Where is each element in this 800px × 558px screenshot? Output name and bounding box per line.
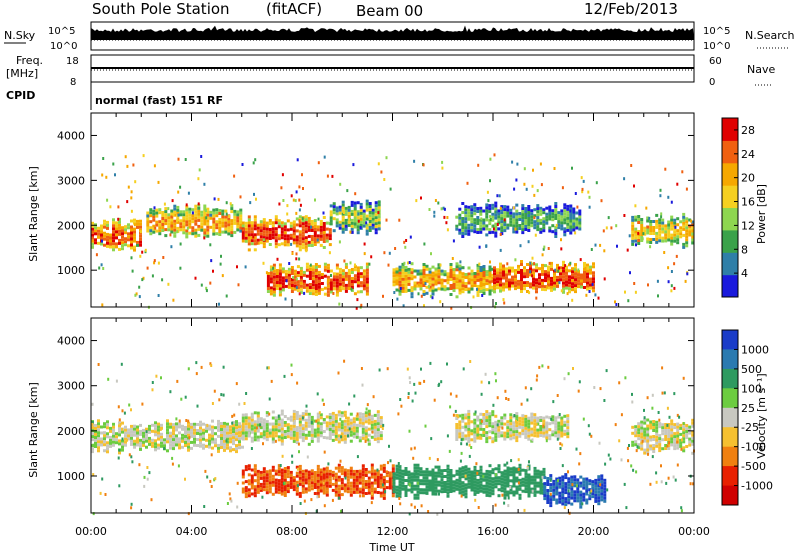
colorbar-tick-label: 4 — [741, 267, 748, 280]
nsearch-label: N.Search — [745, 29, 795, 42]
colorbar-swatch — [722, 275, 738, 298]
colorbar-tick-label: 20 — [741, 172, 755, 185]
data-band — [631, 213, 694, 249]
time-tick-labels: 00:00 04:00 08:00 12:00 16:00 20:00 00:00 — [75, 525, 710, 538]
cpid-value: normal (fast) 151 RF — [95, 94, 223, 107]
colorbar-swatch — [722, 369, 738, 389]
mode-title: (fitACF) — [266, 0, 322, 18]
x-tick-label: 00:00 — [75, 525, 107, 538]
x-tick-label: 04:00 — [176, 525, 208, 538]
y-tick-label: 1000 — [57, 264, 85, 277]
data-band — [242, 410, 383, 446]
y-tick-label: 2000 — [57, 219, 85, 232]
colorbar-swatch — [722, 388, 738, 408]
y-tick-label: 2000 — [57, 425, 85, 438]
nave-low: 0 — [709, 77, 715, 88]
power-colorbar: 4 8 12 16 20 24 28 — [722, 118, 755, 298]
x-axis-label: Time UT — [368, 541, 414, 554]
colorbar-swatch — [722, 208, 738, 231]
freq-unit: [MHz] — [6, 67, 38, 80]
nsky-high: 10^5 — [48, 26, 75, 37]
freq-strip — [91, 55, 694, 82]
velocity-colorbar-label: Velocity [m s⁻¹] — [755, 373, 768, 458]
data-band — [242, 215, 332, 251]
station-title: South Pole Station — [92, 0, 230, 18]
colorbar-swatch — [722, 252, 738, 275]
cpid-label: CPID — [6, 89, 35, 102]
nave-high: 60 — [709, 56, 722, 67]
freq-low: 8 — [70, 77, 76, 88]
y-tick-label: 3000 — [57, 380, 85, 393]
y-tick-label: 4000 — [57, 335, 85, 348]
data-band — [631, 419, 694, 455]
colorbar-tick-label: 16 — [741, 196, 755, 209]
y-tick-label: 1000 — [57, 470, 85, 483]
colorbar-swatch — [722, 447, 738, 467]
nsearch-low: 10^0 — [703, 41, 730, 52]
freq-label: Freq. — [16, 54, 43, 67]
data-band — [267, 263, 369, 297]
x-tick-label: 16:00 — [477, 525, 509, 538]
colorbar-tick-label: 8 — [741, 243, 748, 256]
x-tick-label: 20:00 — [578, 525, 610, 538]
data-band — [393, 464, 546, 500]
data-band — [91, 419, 244, 454]
nsearch-high: 10^5 — [703, 26, 730, 37]
x-tick-label: 00:00 — [678, 525, 710, 538]
power-y-axis-label: Slant Range [km] — [27, 166, 40, 262]
nsky-trace — [91, 26, 694, 41]
data-band — [455, 410, 569, 443]
data-band — [146, 204, 242, 239]
date-title: 12/Feb/2013 — [584, 0, 678, 18]
colorbar-swatch — [722, 349, 738, 369]
y-tick-label: 3000 — [57, 174, 85, 187]
colorbar-tick-label: -1000 — [741, 480, 773, 493]
y-tick-label: 4000 — [57, 129, 85, 142]
nsky-strip — [91, 22, 694, 50]
colorbar-swatch — [722, 330, 738, 350]
data-band — [455, 202, 581, 238]
colorbar-tick-label: 28 — [741, 124, 755, 137]
beam-title: Beam 00 — [356, 2, 423, 20]
velocity-panel: 1000 2000 3000 4000 — [57, 318, 695, 516]
colorbar-tick-label: 25 — [741, 402, 755, 415]
data-band — [543, 473, 606, 509]
power-colorbar-label: Power [dB] — [755, 184, 768, 244]
power-panel: 1000 2000 3000 4000 — [57, 113, 694, 310]
velocity-y-axis-label: Slant Range [km] — [27, 382, 40, 478]
colorbar-swatch — [722, 185, 738, 208]
colorbar-swatch — [722, 466, 738, 486]
freq-high: 18 — [66, 56, 79, 67]
colorbar-swatch — [722, 163, 738, 186]
nsky-low: 10^0 — [50, 41, 77, 52]
data-band — [393, 262, 495, 298]
x-tick-label: 12:00 — [377, 525, 409, 538]
data-band — [91, 218, 142, 252]
colorbar-swatch — [722, 486, 738, 506]
nave-label: Nave — [747, 63, 775, 76]
colorbar-swatch — [722, 427, 738, 447]
colorbar-tick-label: 1000 — [741, 343, 769, 356]
data-band — [330, 200, 381, 236]
colorbar-tick-label: 12 — [741, 219, 755, 232]
colorbar-tick-label: 24 — [741, 148, 755, 161]
colorbar-swatch — [722, 140, 738, 163]
colorbar-tick-label: -500 — [741, 460, 766, 473]
x-tick-label: 08:00 — [276, 525, 308, 538]
colorbar-swatch — [722, 408, 738, 428]
nsky-label: N.Sky — [4, 29, 36, 42]
